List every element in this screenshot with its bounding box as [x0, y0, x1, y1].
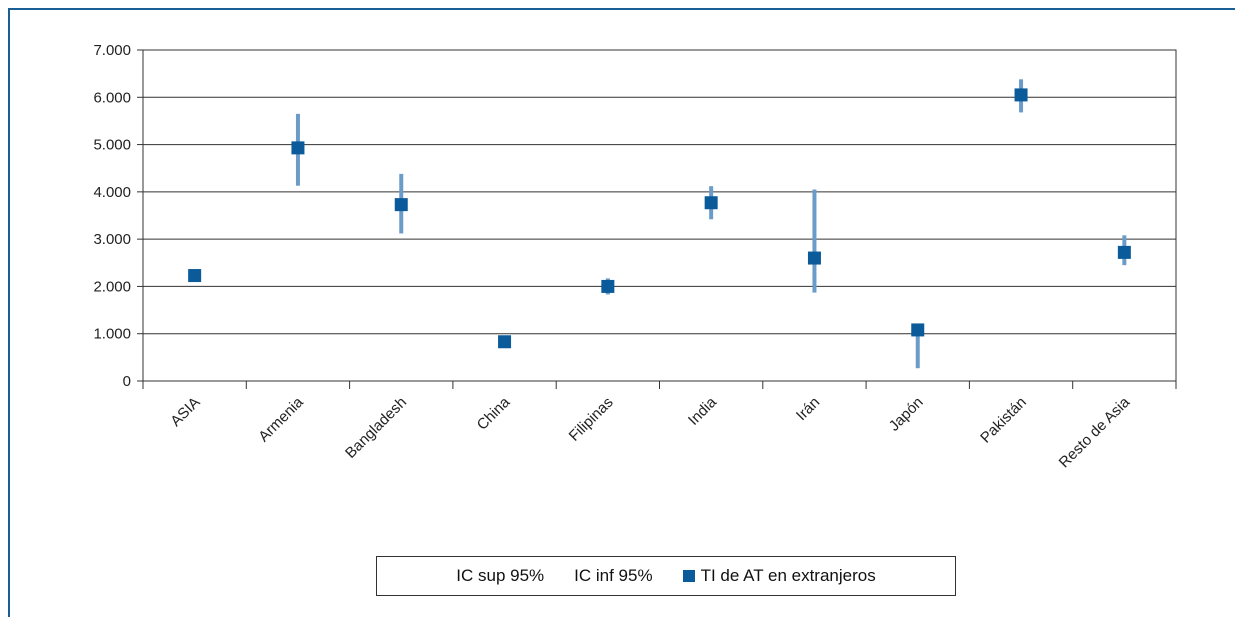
data-point-marker [291, 141, 305, 155]
data-point-marker [394, 198, 408, 212]
x-tick-label: Resto de Asia [1056, 393, 1134, 471]
legend-label-main: TI de AT en extranjeros [700, 566, 876, 585]
x-tick-label: China [474, 393, 514, 433]
data-point-marker [1117, 245, 1131, 259]
x-tick-label: Japón [886, 394, 927, 435]
legend-square-marker-icon [682, 570, 695, 582]
y-tick-label: 4.000 [93, 184, 131, 201]
y-tick-label: 6.000 [93, 89, 131, 106]
y-tick-label: 2.000 [93, 278, 131, 295]
data-point-marker [807, 251, 821, 265]
x-tick-label: Pakistán [977, 394, 1030, 447]
data-point-marker [1014, 88, 1028, 102]
legend-item-lower: IC inf 95% [574, 566, 652, 586]
data-point-marker [188, 269, 202, 283]
data-point-marker [601, 279, 615, 293]
x-tick-label: Irán [793, 394, 823, 424]
x-tick-label: India [685, 393, 720, 428]
data-point-marker [911, 323, 925, 337]
legend-label-lower: IC inf 95% [574, 566, 653, 585]
y-tick-label: 7.000 [93, 42, 131, 59]
y-tick-label: 5.000 [93, 137, 131, 154]
legend-item-main: TI de AT en extranjeros [682, 566, 876, 586]
data-point-marker [498, 335, 512, 349]
data-point-marker [704, 196, 718, 210]
x-tick-label: ASIA [167, 394, 203, 430]
y-tick-label: 0 [123, 373, 131, 390]
x-tick-label: Filipinas [566, 394, 617, 445]
y-tick-label: 1.000 [93, 326, 131, 343]
x-tick-label: Armenia [255, 393, 307, 445]
x-tick-label: Bangladesh [342, 394, 410, 462]
y-tick-label: 3.000 [93, 231, 131, 248]
chart-legend: IC sup 95% IC inf 95% TI de AT en extran… [376, 556, 956, 596]
chart-frame [8, 8, 1235, 617]
legend-item-upper: IC sup 95% [456, 566, 544, 586]
legend-label-upper: IC sup 95% [456, 566, 545, 585]
